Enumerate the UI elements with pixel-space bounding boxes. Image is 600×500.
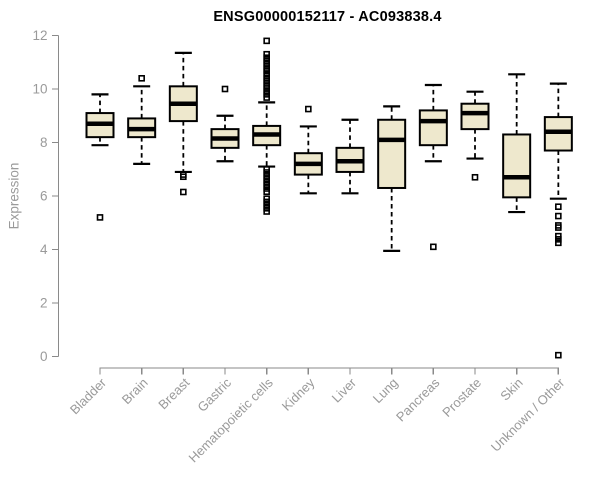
iqr-box: [377, 118, 407, 189]
outlier-point: [138, 75, 145, 82]
y-tick-label: 8: [40, 135, 48, 150]
y-tick-label: 2: [40, 296, 48, 311]
y-tick-label: 0: [40, 349, 48, 364]
y-tick-label: 6: [40, 189, 48, 204]
x-tick-label-kidney: Kidney: [279, 375, 318, 414]
box-hematopoietic-cells: [252, 37, 282, 215]
outlier-point: [471, 173, 479, 181]
box-breast: [168, 51, 198, 196]
outlier-point: [555, 236, 562, 243]
outlier-point: [263, 94, 270, 101]
x-tick-label-gastric: Gastric: [194, 375, 234, 415]
x-tick-label-pancreas: Pancreas: [393, 375, 443, 425]
outlier-point: [305, 105, 312, 113]
x-tick-label-lung: Lung: [370, 375, 401, 406]
outlier-point: [263, 77, 270, 85]
outlier-point: [221, 85, 229, 93]
outlier-point: [180, 188, 187, 196]
outlier-point: [555, 224, 562, 231]
iqr-box: [418, 109, 448, 147]
outlier-point: [555, 239, 562, 247]
box-skin: [502, 73, 532, 214]
outlier-point: [555, 351, 562, 359]
box-gastric: [210, 85, 240, 163]
x-tick-label-prostate: Prostate: [439, 375, 484, 420]
x-tick-label-brain: Brain: [119, 375, 151, 407]
outlier-point: [263, 37, 270, 45]
box-prostate: [460, 90, 490, 181]
chart-title: ENSG00000152117 - AC093838.4: [213, 9, 442, 25]
y-tick-label: 4: [40, 242, 48, 257]
box-pancreas: [418, 83, 448, 251]
box-liver: [335, 118, 365, 195]
box-bladder: [85, 93, 115, 221]
outlier-point: [180, 173, 187, 181]
outlier-point: [263, 70, 270, 78]
x-tick-label-skin: Skin: [497, 375, 525, 403]
box-unknown-other: [543, 82, 573, 359]
x-tick-label-bladder: Bladder: [67, 375, 110, 418]
iqr-box: [460, 102, 490, 131]
outlier-point: [263, 67, 270, 75]
x-tick-label-liver: Liver: [329, 375, 360, 406]
x-tick-label-breast: Breast: [155, 375, 192, 412]
outlier-point: [263, 84, 270, 91]
box-lung: [377, 105, 407, 252]
outlier-point: [263, 188, 270, 196]
x-tick-label-unknown-other: Unknown / Other: [488, 375, 568, 455]
outlier-point: [263, 50, 270, 58]
y-tick-label: 10: [32, 82, 47, 97]
y-tick-label: 12: [32, 28, 47, 43]
outlier-point: [96, 214, 104, 221]
iqr-box: [502, 133, 532, 199]
outlier-point: [430, 243, 437, 251]
outlier-point: [555, 212, 562, 220]
y-axis: 0 2 4 6 8 10 12: [32, 28, 60, 364]
outlier-point: [263, 208, 270, 215]
box-brain: [127, 75, 157, 165]
box-kidney: [293, 105, 323, 195]
outlier-point: [555, 203, 562, 210]
outlier-point: [263, 60, 270, 68]
